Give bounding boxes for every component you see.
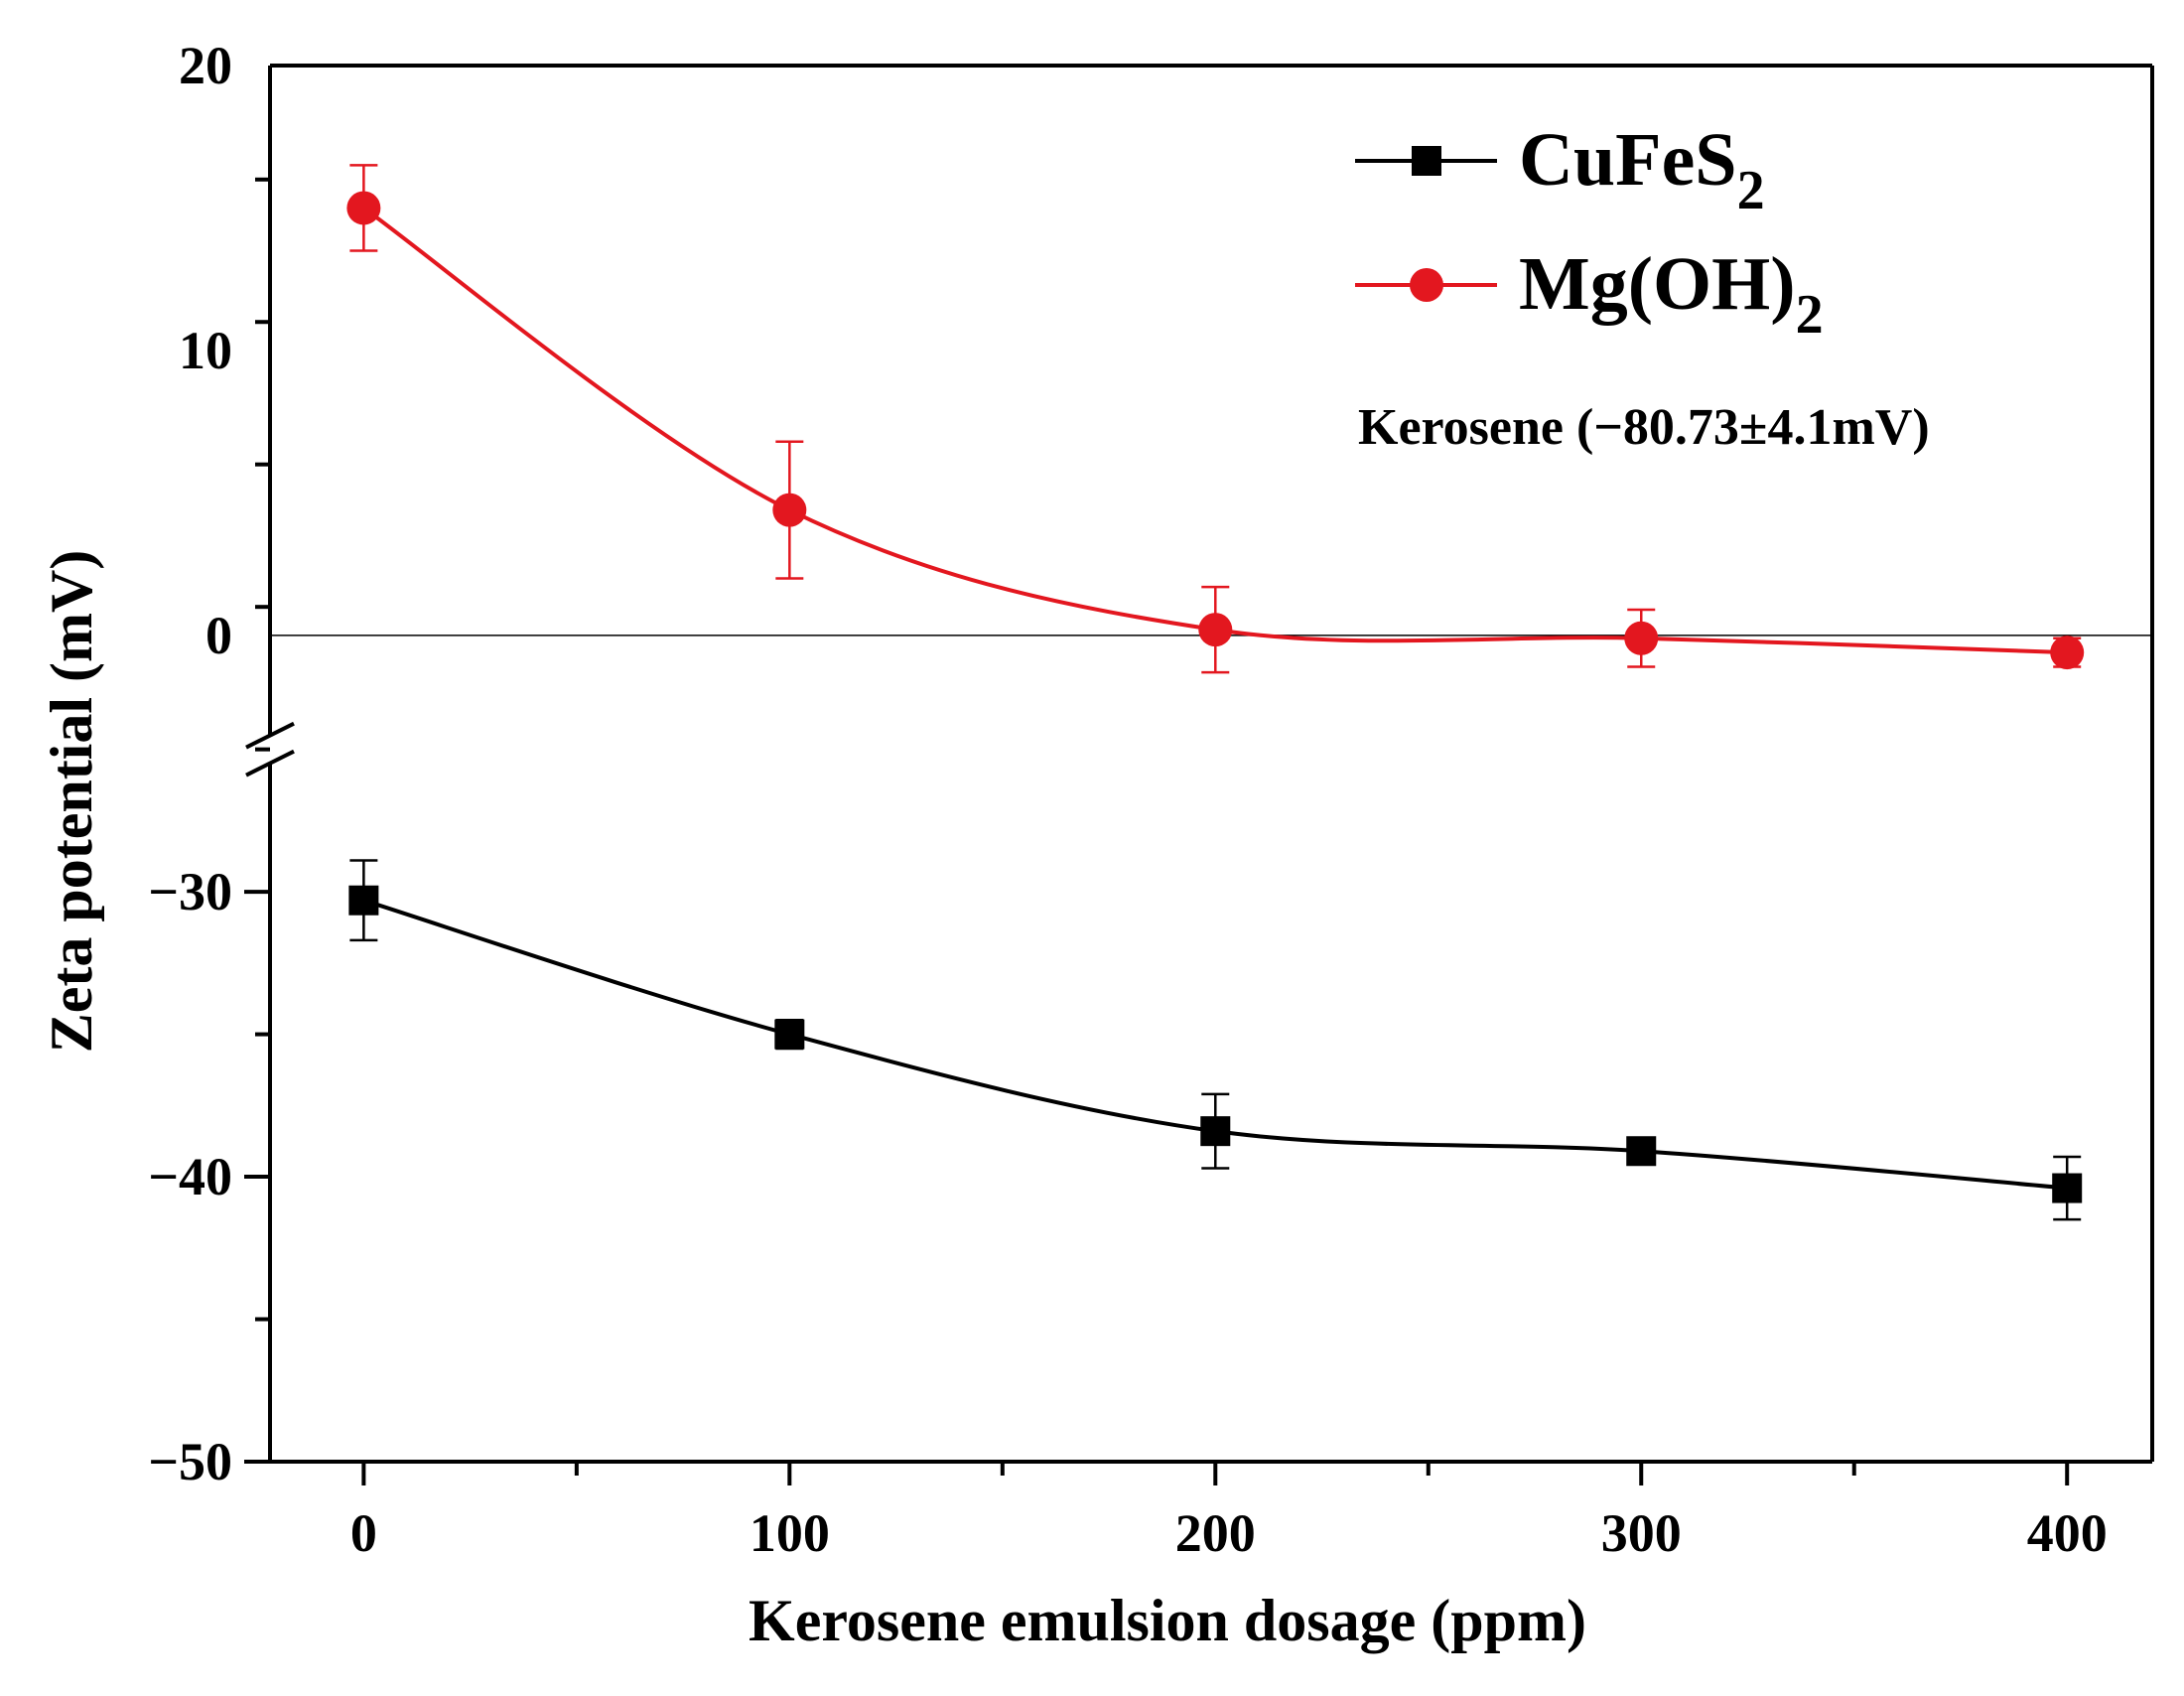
- y-axis-ticks: −50 −40 −30 0 10 20: [148, 36, 270, 1491]
- kerosene-annotation: Kerosene (−80.73±4.1mV): [1358, 399, 1930, 456]
- axis-break-mark: [245, 749, 295, 777]
- data-point: [1198, 613, 1233, 647]
- data-point: [772, 493, 807, 527]
- x-axis-ticks: 0 100 200 300 400: [350, 1462, 2108, 1563]
- y-tick-label: 10: [179, 321, 232, 380]
- data-point: [1624, 621, 1659, 655]
- series-mgoh2: [346, 164, 2085, 674]
- legend-marker-mgoh2: [1410, 268, 1443, 302]
- legend-label-mgoh2-sub: 2: [1796, 284, 1824, 346]
- legend: CuFeS2 Mg(OH)2: [1355, 118, 1824, 346]
- data-point: [348, 885, 379, 916]
- series-cufes2: [348, 859, 2083, 1221]
- legend-label-cufes2: CuFeS2: [1519, 118, 1765, 221]
- x-tick-label: 200: [1175, 1503, 1256, 1563]
- axes-frame: [245, 64, 2154, 1464]
- legend-label-mgoh2-main: Mg(OH): [1519, 242, 1796, 326]
- y-tick-label: −30: [148, 862, 232, 921]
- legend-label-cufes2-sub: 2: [1737, 160, 1765, 221]
- legend-label-mgoh2: Mg(OH)2: [1519, 242, 1824, 346]
- data-point: [1626, 1136, 1657, 1167]
- y-tick-label: 20: [179, 36, 232, 95]
- y-axis-title: Zeta potential (mV): [39, 550, 104, 1054]
- x-tick-label: 400: [2027, 1503, 2108, 1563]
- axis-break-mark: [245, 721, 295, 750]
- data-point: [2050, 636, 2085, 670]
- y-tick-label: −40: [148, 1147, 232, 1206]
- x-tick-label: 0: [350, 1503, 377, 1563]
- data-point: [346, 191, 381, 225]
- legend-label-cufes2-main: CuFeS: [1519, 118, 1737, 202]
- x-axis-title: Kerosene emulsion dosage (ppm): [749, 1588, 1586, 1653]
- data-point: [1200, 1116, 1231, 1147]
- data-point: [774, 1019, 805, 1050]
- series-group: [346, 164, 2085, 1221]
- data-point: [2052, 1173, 2083, 1203]
- x-tick-label: 300: [1601, 1503, 1682, 1563]
- y-tick-label: 0: [205, 606, 232, 665]
- legend-marker-cufes2: [1412, 146, 1441, 176]
- x-tick-label: 100: [750, 1503, 830, 1563]
- y-tick-label: −50: [148, 1432, 232, 1491]
